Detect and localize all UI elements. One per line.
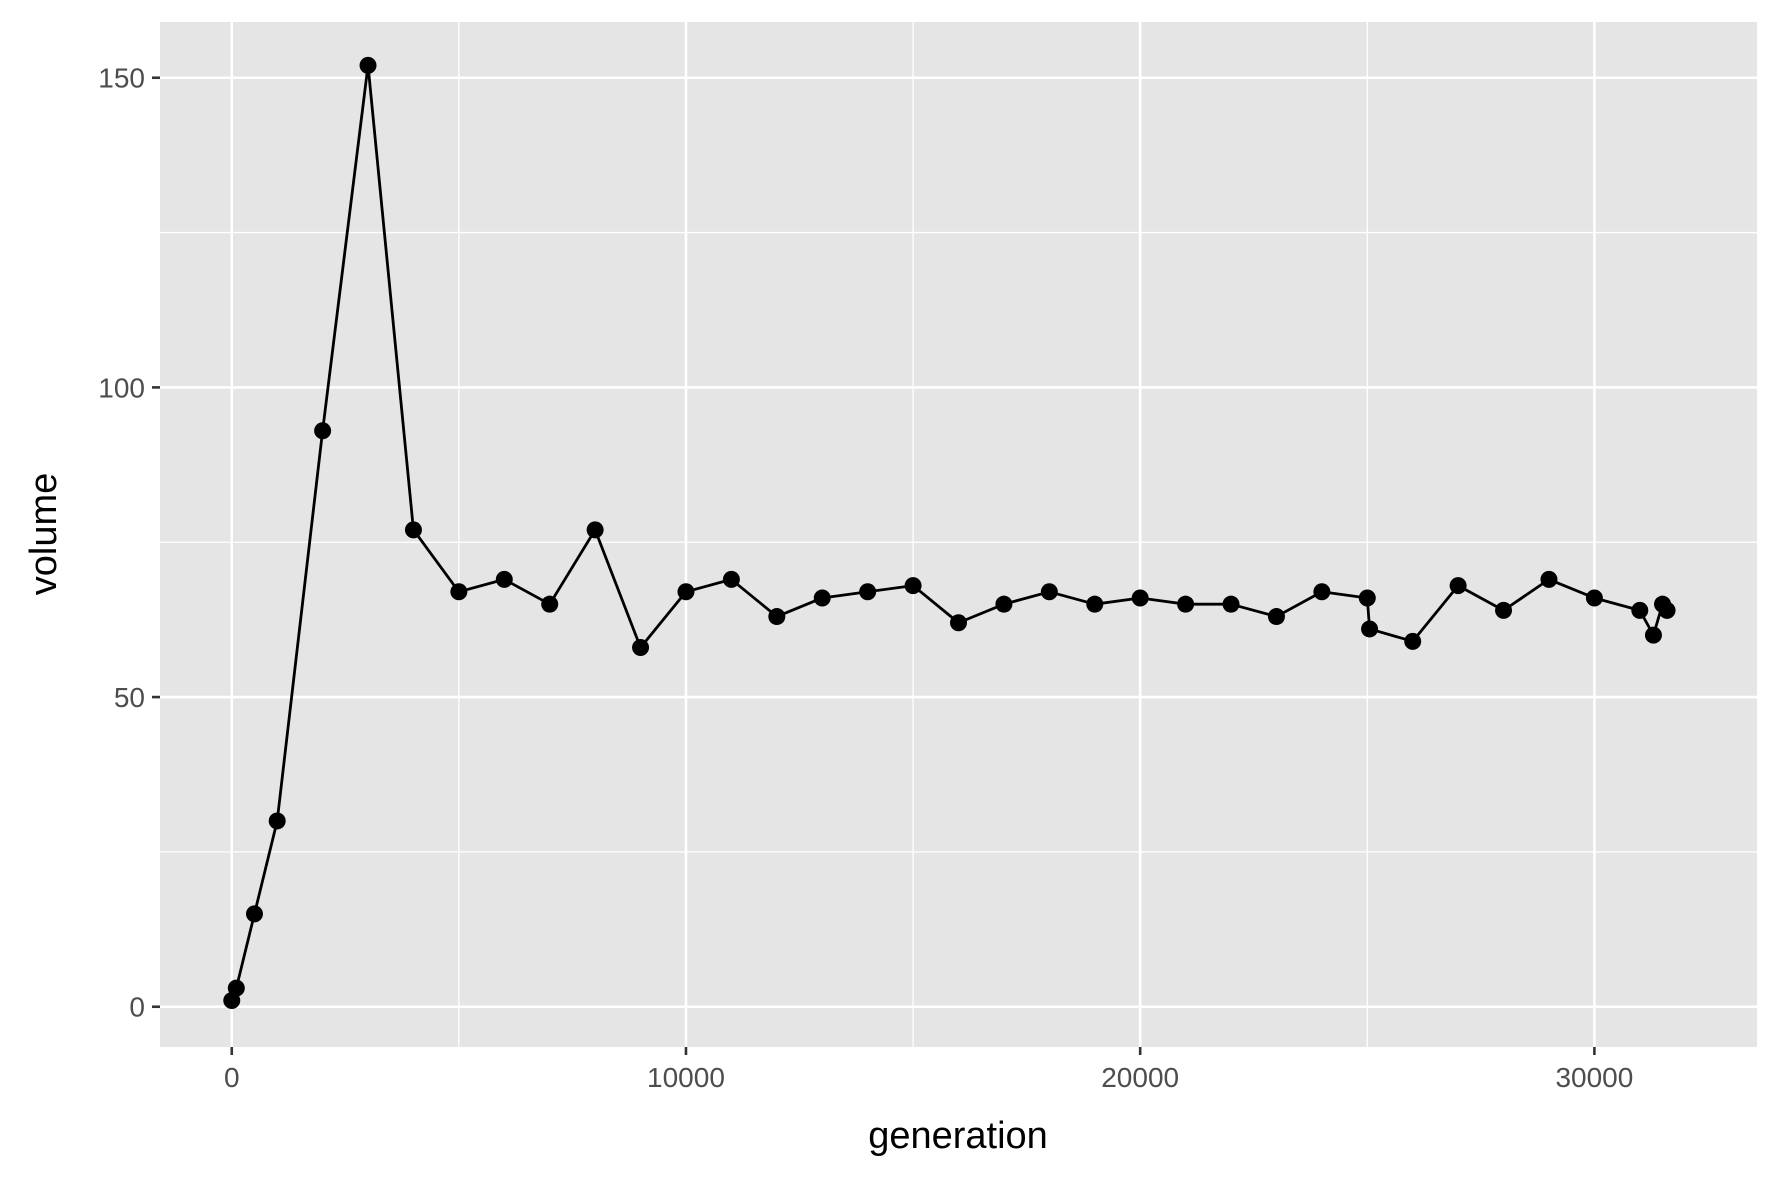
y-tick-label: 150 bbox=[98, 63, 145, 94]
x-axis: 0 10000 20000 30000 bbox=[224, 1047, 1633, 1093]
data-point bbox=[245, 905, 263, 923]
data-point bbox=[1222, 595, 1240, 613]
y-tick-label: 0 bbox=[129, 992, 145, 1023]
x-tick-label: 20000 bbox=[1101, 1062, 1179, 1093]
data-point bbox=[495, 570, 513, 588]
data-point bbox=[1540, 570, 1558, 588]
series-line bbox=[230, 63, 1669, 1002]
data-point bbox=[359, 56, 377, 74]
data-point bbox=[1267, 608, 1285, 626]
data-point bbox=[1585, 589, 1603, 607]
x-tick-label: 10000 bbox=[647, 1062, 725, 1093]
data-point bbox=[1449, 577, 1467, 595]
data-point bbox=[1131, 589, 1149, 607]
data-point bbox=[268, 812, 286, 830]
minor-gridlines bbox=[160, 22, 1757, 1047]
data-point bbox=[1361, 620, 1379, 638]
data-point bbox=[995, 595, 1013, 613]
y-tick-label: 50 bbox=[114, 682, 145, 713]
data-point bbox=[1631, 601, 1649, 619]
data-point bbox=[541, 595, 559, 613]
data-point bbox=[859, 583, 877, 601]
data-point bbox=[1358, 589, 1376, 607]
data-point bbox=[904, 577, 922, 595]
data-point bbox=[950, 614, 967, 632]
y-axis: 0 50 100 150 bbox=[98, 63, 160, 1023]
data-point bbox=[450, 583, 468, 601]
data-point bbox=[1177, 595, 1195, 613]
data-point bbox=[722, 570, 740, 588]
plot-panel bbox=[160, 22, 1757, 1047]
data-point bbox=[314, 422, 332, 440]
data-point bbox=[1040, 583, 1058, 601]
y-axis-title: volume bbox=[23, 473, 65, 596]
data-point bbox=[1658, 601, 1676, 619]
data-point bbox=[586, 521, 604, 539]
data-point bbox=[227, 979, 245, 997]
x-axis-title: generation bbox=[868, 1115, 1048, 1157]
data-point bbox=[404, 521, 422, 539]
major-gridlines bbox=[160, 22, 1757, 1047]
series-points bbox=[223, 56, 1676, 1010]
data-point bbox=[632, 639, 650, 657]
data-point bbox=[1644, 626, 1662, 644]
x-tick-label: 30000 bbox=[1555, 1062, 1633, 1093]
data-point bbox=[1404, 632, 1422, 650]
data-point bbox=[677, 583, 695, 601]
data-point bbox=[1495, 601, 1513, 619]
y-tick-label: 100 bbox=[98, 372, 145, 403]
data-point bbox=[813, 589, 831, 607]
data-point bbox=[1313, 583, 1331, 601]
x-tick-label: 0 bbox=[224, 1062, 240, 1093]
data-point bbox=[1086, 595, 1104, 613]
data-point bbox=[768, 608, 786, 626]
